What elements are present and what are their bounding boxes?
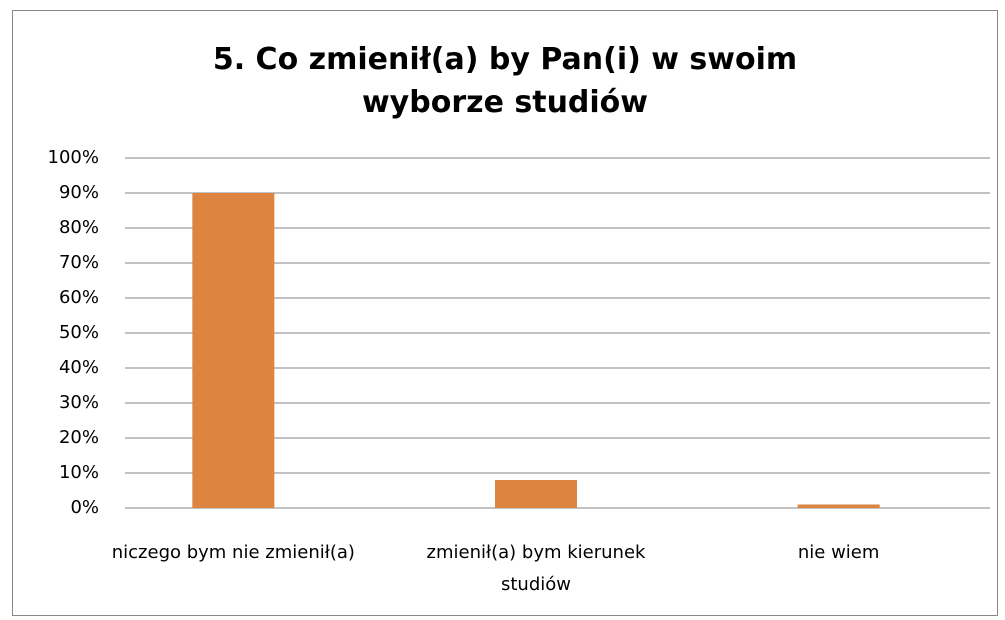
y-tick-label: 70%: [59, 252, 99, 273]
chart-title: 5. Co zmienił(a) by Pan(i) w swoim wybor…: [212, 42, 798, 120]
y-tick-label: 100%: [48, 147, 99, 168]
chart-frame: [12, 10, 998, 616]
bar: [192, 193, 275, 508]
y-tick-label: 20%: [59, 427, 99, 448]
bar: [797, 504, 880, 508]
y-tick-label: 30%: [59, 392, 99, 413]
y-tick-label: 10%: [59, 462, 99, 483]
y-tick-label: 90%: [59, 182, 99, 203]
y-tick-label: 60%: [59, 287, 99, 308]
y-tick-label: 80%: [59, 217, 99, 238]
y-tick-label: 40%: [59, 357, 99, 378]
x-tick-label: zmienił(a) bym kierunek studiów: [426, 542, 646, 595]
y-tick-label: 0%: [70, 497, 99, 518]
x-tick-label: niczego bym nie zmienił(a): [111, 542, 355, 563]
y-tick-label: 50%: [59, 322, 99, 343]
bar: [495, 480, 577, 508]
x-tick-label: nie wiem: [797, 542, 880, 563]
